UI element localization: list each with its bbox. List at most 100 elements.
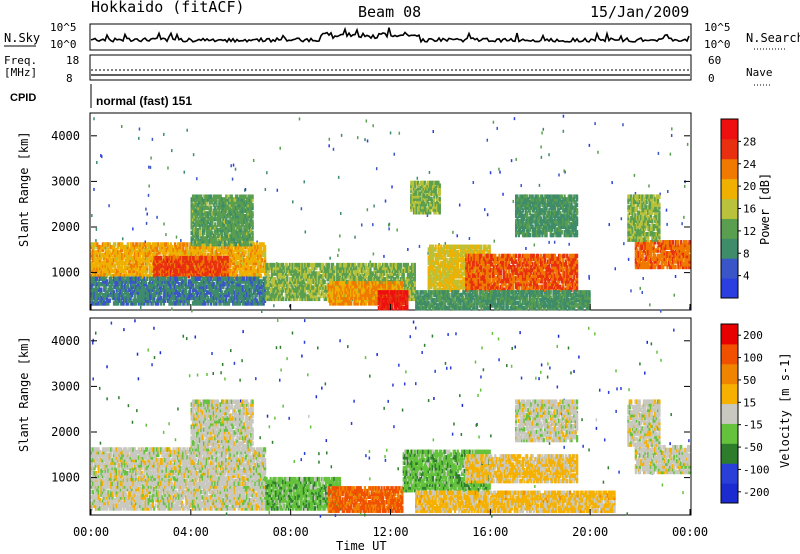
data-cell bbox=[262, 244, 265, 250]
data-cell bbox=[208, 282, 211, 287]
data-cell bbox=[205, 271, 208, 276]
data-cell bbox=[193, 222, 196, 227]
data-cell bbox=[182, 287, 185, 292]
data-cell bbox=[148, 276, 152, 282]
data-cell bbox=[230, 279, 233, 284]
data-cell bbox=[179, 273, 182, 279]
data-cell bbox=[193, 239, 196, 244]
data-cell bbox=[227, 241, 231, 247]
data-cell bbox=[204, 205, 207, 211]
data-cell bbox=[214, 194, 217, 199]
data-cell bbox=[153, 279, 156, 284]
data-cell bbox=[99, 252, 102, 258]
data-cell bbox=[232, 222, 235, 227]
data-cell bbox=[234, 287, 238, 292]
data-cell bbox=[225, 279, 228, 284]
data-cell bbox=[193, 213, 196, 219]
data-cell bbox=[107, 255, 110, 260]
data-cell bbox=[218, 279, 221, 284]
data-cell bbox=[143, 242, 146, 247]
data-cell bbox=[237, 236, 240, 241]
data-cell bbox=[126, 292, 129, 298]
data-cell bbox=[222, 247, 225, 253]
data-cell bbox=[173, 287, 177, 292]
data-cell bbox=[148, 287, 152, 292]
data-cell bbox=[226, 247, 229, 253]
data-cell bbox=[241, 292, 245, 298]
data-cell bbox=[201, 271, 204, 276]
data-cell bbox=[245, 290, 249, 295]
data-cell bbox=[146, 301, 149, 306]
data-cell bbox=[207, 261, 210, 266]
data-cell bbox=[147, 260, 150, 266]
data-cell bbox=[225, 247, 228, 253]
data-cell bbox=[160, 268, 163, 274]
data-cell bbox=[150, 292, 153, 298]
data-cell bbox=[146, 258, 149, 263]
data-cell bbox=[215, 194, 218, 199]
data-cell bbox=[146, 260, 149, 266]
data-cell bbox=[343, 281, 346, 286]
data-cell bbox=[221, 271, 224, 276]
data-cell bbox=[209, 247, 213, 253]
data-cell bbox=[209, 292, 213, 298]
data-cell bbox=[132, 298, 135, 303]
data-cell bbox=[244, 282, 247, 287]
data-cell bbox=[160, 295, 163, 301]
data-cell bbox=[201, 295, 204, 301]
data-cell bbox=[115, 282, 118, 287]
data-cell bbox=[191, 268, 195, 274]
data-cell bbox=[201, 284, 204, 290]
data-cell bbox=[200, 242, 203, 247]
data-cell bbox=[196, 236, 199, 241]
data-cell bbox=[205, 197, 208, 202]
data-cell bbox=[168, 255, 171, 261]
data-cell bbox=[194, 295, 197, 301]
data-cell bbox=[216, 295, 220, 301]
data-cell bbox=[173, 268, 177, 274]
data-cell bbox=[166, 282, 170, 287]
noise-cell bbox=[665, 208, 668, 212]
noise-cell bbox=[452, 230, 454, 234]
data-cell bbox=[147, 287, 150, 292]
data-cell bbox=[172, 276, 175, 282]
data-cell bbox=[261, 295, 264, 301]
data-cell bbox=[226, 239, 229, 244]
data-cell bbox=[97, 279, 100, 284]
data-cell bbox=[218, 284, 221, 290]
data-cell bbox=[182, 292, 185, 298]
data-cell bbox=[227, 276, 231, 282]
data-cell bbox=[243, 230, 246, 236]
data-cell bbox=[194, 197, 197, 202]
nsearch-tick-min: 10^0 bbox=[704, 38, 731, 51]
data-cell bbox=[119, 252, 123, 258]
data-cell bbox=[225, 271, 228, 276]
data-cell bbox=[259, 279, 263, 284]
data-cell bbox=[123, 279, 127, 284]
data-cell bbox=[112, 276, 116, 282]
data-cell bbox=[230, 292, 233, 298]
data-cell bbox=[204, 216, 207, 222]
data-cell bbox=[201, 255, 204, 261]
data-cell bbox=[234, 230, 238, 236]
data-cell bbox=[151, 279, 154, 284]
data-cell bbox=[171, 247, 174, 253]
data-cell bbox=[240, 250, 243, 255]
data-cell bbox=[230, 284, 233, 290]
data-cell bbox=[221, 258, 224, 263]
data-cell bbox=[165, 282, 168, 287]
data-cell bbox=[173, 284, 177, 290]
data-cell bbox=[241, 236, 245, 241]
data-cell bbox=[208, 230, 211, 236]
data-cell bbox=[240, 263, 243, 268]
data-cell bbox=[214, 258, 217, 263]
data-cell bbox=[147, 258, 150, 263]
data-cell bbox=[251, 301, 254, 306]
data-cell bbox=[191, 276, 195, 282]
data-cell bbox=[94, 276, 98, 282]
data-cell bbox=[158, 247, 161, 253]
data-cell bbox=[136, 290, 139, 295]
data-cell bbox=[161, 298, 164, 303]
data-cell bbox=[250, 290, 253, 295]
data-cell bbox=[137, 284, 141, 290]
